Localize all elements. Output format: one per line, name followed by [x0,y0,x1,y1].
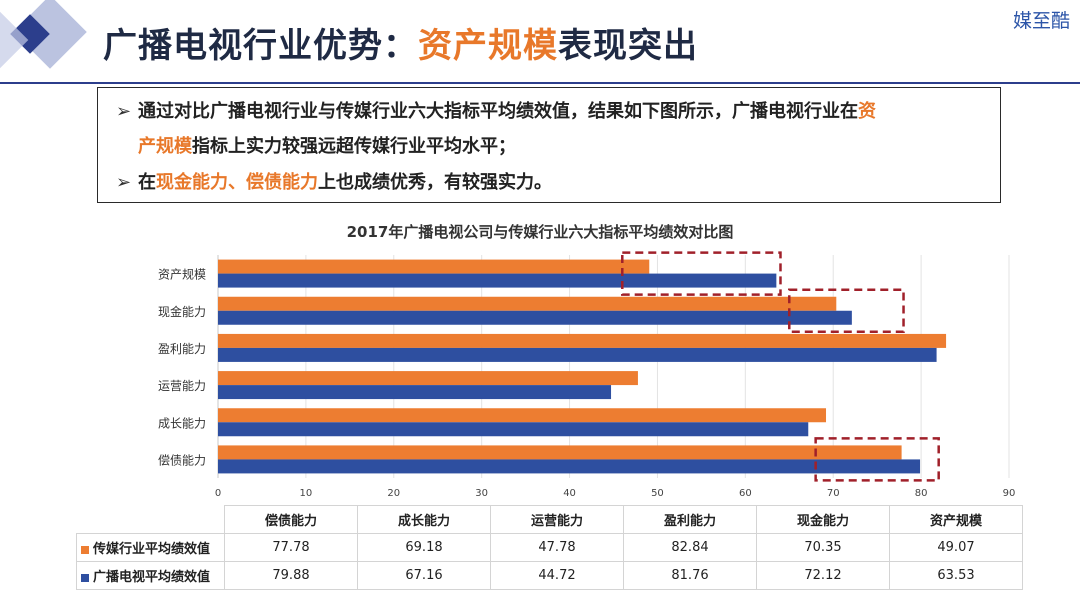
legend-label-broadcast: 广播电视平均绩效值 [76,561,225,590]
x-tick-label: 30 [475,488,488,499]
bar-broadcast-3 [218,347,937,362]
x-tick-label: 80 [915,488,928,499]
title-divider [0,82,1080,84]
x-tick-label: 70 [827,488,840,499]
bar-media-2 [218,371,638,386]
table-row: 传媒行业平均绩效值 77.78 69.18 47.78 82.84 70.35 49.07 [76,533,1023,562]
table-value-cell: 70.35 [756,533,890,562]
category-label: 运营能力 [158,379,206,393]
table-value-cell: 79.88 [224,561,358,590]
table-value-cell: 49.07 [889,533,1023,562]
data-table: 偿债能力 成长能力 运营能力 盈利能力 现金能力 资产规模 传媒行业平均绩效值 77.78… [76,505,1023,590]
bar-media-5 [218,259,650,274]
table-header-cell: 盈利能力 [623,505,757,534]
table-header-cell: 偿债能力 [224,505,358,534]
bar-broadcast-2 [218,385,612,400]
table-header-cell: 现金能力 [756,505,890,534]
bullet-line-3: ➢ 在现金能力、偿债能力上也成绩优秀，有较强实力。 [116,172,552,193]
x-tick-label: 50 [651,488,664,499]
highlight-box-2 [814,437,940,482]
category-label: 资产规模 [158,267,206,282]
table-value-cell: 72.12 [756,561,890,590]
bar-media-1 [218,408,827,423]
table-value-cell: 77.78 [224,533,358,562]
x-tick-label: 60 [739,488,752,499]
legend-label-media: 传媒行业平均绩效值 [76,533,225,562]
bar-media-3 [218,333,947,348]
bar-media-4 [218,296,837,311]
table-value-cell: 44.72 [490,561,624,590]
corner-diamonds-decoration [0,0,87,69]
x-tick-label: 90 [1003,488,1016,499]
bullet-marker: ➢ [116,172,132,193]
chart-title: 2017年广播电视公司与传媒行业六大指标平均绩效对比图 [346,223,734,241]
page-title: 广播电视行业优势：资产规模表现突出 [103,26,698,66]
bar-broadcast-1 [218,422,809,437]
x-tick-label: 0 [215,488,221,499]
table-header-cell: 成长能力 [357,505,491,534]
table-row: 广播电视平均绩效值 79.88 67.16 44.72 81.76 72.12 63.53 [76,561,1023,590]
table-header-cell: 资产规模 [889,505,1023,534]
brand-logo: 媒至酷 [1012,10,1070,32]
category-label: 盈利能力 [158,342,206,356]
table-value-cell: 47.78 [490,533,624,562]
table-value-cell: 82.84 [623,533,757,562]
category-label: 偿债能力 [158,452,206,467]
table-value-cell: 63.53 [889,561,1023,590]
bar-broadcast-4 [218,310,852,325]
bullet-line-2: 产规模指标上实力较强远超传媒行业平均水平； [138,136,516,157]
bullet-box: ➢ 通过对比广播电视行业与传媒行业六大指标平均绩效值，结果如下图所示，广播电视行业… [97,87,1001,203]
legend-swatch-orange [81,545,89,554]
highlight-box-1 [788,288,905,333]
legend-swatch-blue [81,573,89,582]
category-label: 成长能力 [158,416,206,430]
bullet-marker: ➢ [116,101,132,122]
bar-broadcast-5 [218,273,777,288]
table-value-cell: 81.76 [623,561,757,590]
x-tick-label: 10 [300,488,313,499]
table-value-cell: 67.16 [357,561,491,590]
title-highlight: 资产规模 [418,26,558,66]
highlight-box-0 [621,251,782,296]
bar-chart: 0 10 20 30 40 50 60 70 80 90 偿债能力 成长能力 运营能力 盈利能力 现金能力 资… [158,251,1016,499]
table-value-cell: 69.18 [357,533,491,562]
x-tick-label: 20 [387,488,400,499]
category-label: 现金能力 [158,304,206,319]
table-header-cell: 运营能力 [490,505,624,534]
bar-media-0 [218,445,902,460]
x-tick-label: 40 [563,488,576,499]
bullet-line-1: ➢ 通过对比广播电视行业与传媒行业六大指标平均绩效值，结果如下图所示，广播电视行业… [116,101,876,122]
bar-broadcast-0 [218,459,921,474]
table-header-row: 偿债能力 成长能力 运营能力 盈利能力 现金能力 资产规模 [76,505,1023,534]
